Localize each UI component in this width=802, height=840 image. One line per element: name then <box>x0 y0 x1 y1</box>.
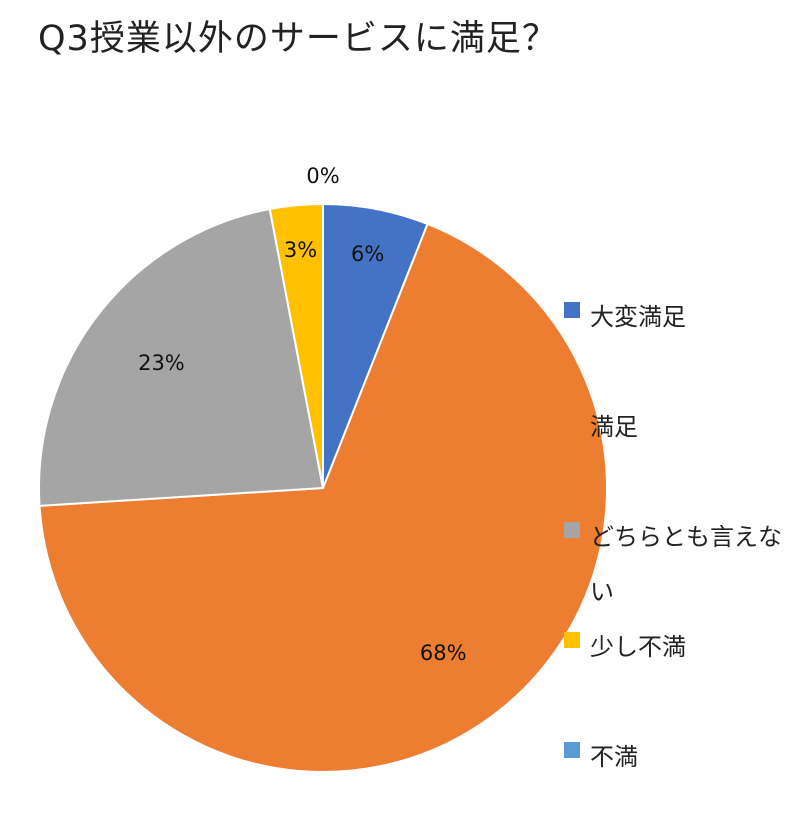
legend-label: 大変満足 <box>590 303 686 331</box>
data-label: 6% <box>351 241 385 266</box>
legend-label: 少し不満 <box>590 633 686 661</box>
pie-slice <box>268 202 324 489</box>
legend-swatch <box>564 522 580 538</box>
legend-item: 不満 <box>564 730 794 840</box>
pie-slice <box>38 207 325 507</box>
legend-label: 満足 <box>590 413 638 441</box>
legend-swatch <box>564 632 580 648</box>
chart-title: Q3授業以外のサービスに満足？ <box>38 19 558 59</box>
data-label: 0% <box>306 163 340 188</box>
pie-chart <box>38 202 608 773</box>
legend-label: どちらとも言えない <box>590 523 782 606</box>
legend-label: 不満 <box>590 743 638 771</box>
legend-item: 満足 <box>564 400 794 510</box>
pie-slice <box>38 222 608 773</box>
data-label: 3% <box>283 238 318 263</box>
legend-swatch <box>564 742 580 758</box>
legend-item: どちらとも言えない <box>564 510 794 620</box>
data-label: 68% <box>419 641 467 666</box>
legend-item: 少し不満 <box>564 620 794 730</box>
data-label: 23% <box>138 350 185 375</box>
legend-swatch <box>564 302 580 318</box>
legend-item: 大変満足 <box>564 290 794 400</box>
legend: 大変満足満足どちらとも言えない少し不満不満 <box>564 290 794 840</box>
